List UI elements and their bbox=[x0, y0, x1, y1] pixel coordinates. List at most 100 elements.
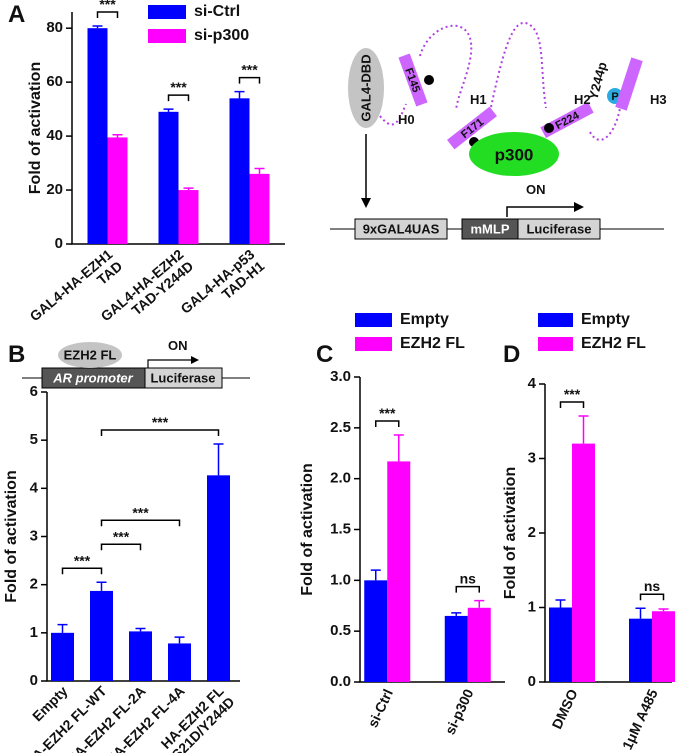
bar bbox=[549, 607, 572, 682]
linker bbox=[379, 103, 407, 126]
construct-box bbox=[144, 367, 223, 389]
x-tick-label-line: si-Ctrl bbox=[364, 687, 396, 730]
bar bbox=[629, 618, 652, 682]
x-tick-label: 1μM A485 bbox=[619, 686, 661, 752]
y-tick-label: 2.5 bbox=[330, 419, 351, 436]
error-bar bbox=[213, 443, 224, 476]
y-axis-label: Fold of activation bbox=[502, 467, 519, 599]
y-tick-label: 1 bbox=[30, 624, 38, 641]
legend-label: EZH2 FL bbox=[581, 335, 646, 352]
error-bar bbox=[57, 623, 68, 633]
bar bbox=[364, 580, 388, 682]
bar bbox=[158, 111, 179, 244]
coactivator-label: p300 bbox=[495, 145, 534, 164]
y-tick-label: 40 bbox=[46, 127, 63, 144]
helix-label: H3 bbox=[650, 92, 667, 107]
legend-swatch bbox=[148, 29, 186, 43]
y-tick-label: 4 bbox=[30, 479, 39, 496]
error-bar bbox=[112, 133, 123, 138]
significance-label: *** bbox=[74, 552, 91, 568]
y-axis-label: Fold of activation bbox=[299, 463, 316, 595]
construct-box bbox=[354, 218, 448, 240]
bar bbox=[207, 475, 230, 681]
panel-label: A bbox=[8, 1, 25, 28]
significance-label: ns bbox=[460, 571, 477, 587]
helix-label: H2 bbox=[574, 92, 591, 107]
y-tick-label: 0.5 bbox=[330, 622, 351, 639]
construct-box bbox=[517, 218, 601, 240]
significance-label: *** bbox=[113, 528, 130, 544]
y-tick-label: 5 bbox=[30, 431, 38, 448]
y-tick-label: 80 bbox=[46, 19, 63, 36]
significance-bracket bbox=[167, 94, 190, 102]
construct-label: Luciferase bbox=[150, 370, 215, 385]
error-bar bbox=[183, 187, 194, 191]
x-tick-label: si-Ctrl bbox=[364, 687, 396, 730]
legend-swatch bbox=[538, 337, 573, 351]
significance-bracket bbox=[96, 11, 119, 19]
bar bbox=[467, 607, 491, 682]
significance-bracket bbox=[559, 401, 585, 409]
bar bbox=[178, 190, 199, 244]
bar bbox=[249, 173, 270, 244]
legend-swatch bbox=[355, 313, 392, 327]
y-tick-label: 3 bbox=[30, 527, 38, 544]
y-tick-label: 1.0 bbox=[330, 571, 351, 588]
significance-label: *** bbox=[152, 414, 169, 430]
factor-shape bbox=[58, 342, 122, 368]
significance-bracket bbox=[100, 519, 181, 527]
legend-label: si-p300 bbox=[194, 27, 249, 44]
bar bbox=[168, 643, 191, 681]
error-bar bbox=[163, 108, 174, 112]
bar bbox=[387, 461, 411, 682]
error-bar bbox=[658, 608, 669, 612]
helix-h2: F224 bbox=[540, 102, 594, 138]
significance-bracket bbox=[100, 429, 220, 437]
legend-swatch bbox=[538, 313, 573, 327]
arrowhead bbox=[191, 356, 199, 364]
bar bbox=[90, 590, 113, 681]
significance-label: *** bbox=[170, 79, 187, 95]
significance-label: ns bbox=[644, 578, 661, 594]
significance-bracket bbox=[238, 76, 261, 84]
error-bar bbox=[254, 167, 265, 174]
error-bar bbox=[474, 599, 485, 608]
significance-label: *** bbox=[132, 504, 149, 520]
error-bar bbox=[174, 636, 185, 644]
legend-swatch bbox=[355, 337, 392, 351]
arrow bbox=[147, 359, 194, 368]
panel-label: D bbox=[503, 341, 520, 368]
error-bar bbox=[635, 607, 646, 619]
helix-h0: F145 bbox=[398, 53, 428, 107]
legend-swatch bbox=[148, 5, 186, 19]
y-tick-label: 20 bbox=[46, 181, 63, 198]
error-bar bbox=[578, 415, 589, 444]
significance-label: *** bbox=[564, 386, 581, 402]
y-tick-label: 60 bbox=[46, 73, 63, 90]
residue-dot bbox=[424, 75, 434, 85]
error-bar bbox=[451, 612, 462, 616]
error-bar bbox=[370, 569, 381, 581]
bar bbox=[107, 137, 128, 244]
y-axis-label: Fold of activation bbox=[27, 62, 44, 194]
panel-label: B bbox=[8, 341, 25, 368]
y-tick-label: 4 bbox=[528, 375, 537, 392]
linker bbox=[589, 107, 621, 141]
bar bbox=[444, 615, 468, 682]
y-tick-label: 1.5 bbox=[330, 520, 351, 537]
construct-label: Luciferase bbox=[526, 221, 591, 236]
legend-label: EZH2 FL bbox=[400, 335, 465, 352]
significance-bracket bbox=[375, 420, 400, 427]
x-tick-label: GAL4-HA-EZH1TAD bbox=[26, 246, 125, 336]
significance-bracket bbox=[455, 585, 480, 593]
legend-label: Empty bbox=[400, 311, 449, 328]
x-tick-label: GAL4-HA-p53TAD-H1 bbox=[177, 246, 267, 329]
y-tick-label: 0 bbox=[528, 673, 536, 690]
linker bbox=[489, 22, 547, 113]
significance-label: *** bbox=[379, 405, 396, 421]
helix-label: H0 bbox=[398, 112, 415, 127]
arrow bbox=[506, 206, 578, 217]
helix-h3 bbox=[615, 57, 643, 111]
significance-label: *** bbox=[99, 0, 116, 12]
